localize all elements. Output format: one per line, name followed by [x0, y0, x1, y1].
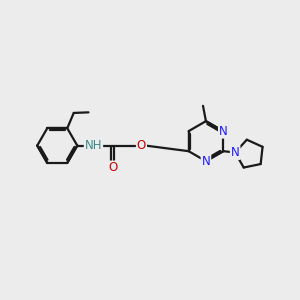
- Text: NH: NH: [85, 139, 102, 152]
- Text: O: O: [108, 161, 117, 175]
- Text: O: O: [137, 139, 146, 152]
- Text: N: N: [219, 125, 228, 138]
- Text: N: N: [231, 146, 239, 159]
- Text: N: N: [202, 155, 210, 168]
